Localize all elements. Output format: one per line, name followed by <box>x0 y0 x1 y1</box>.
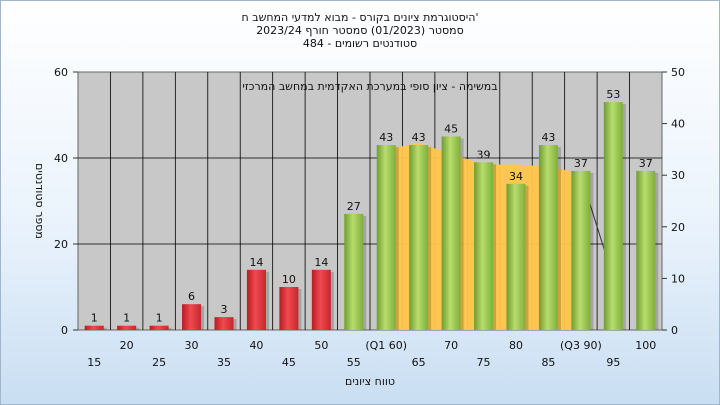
x-axis-tick-label: 70 <box>444 339 458 352</box>
y-axis-title: מספר סטודנטים <box>33 163 46 239</box>
bar <box>149 325 169 330</box>
x-axis-tick-label: 80 <box>509 339 523 352</box>
bar-value-label: 39 <box>477 148 491 161</box>
right-axis-tick-label: 40 <box>671 118 685 131</box>
bar <box>84 325 104 330</box>
x-axis-tick-label: 35 <box>217 356 231 369</box>
bar <box>344 213 364 330</box>
plot-annotation: במשימה - ציון סופי במערכת האקדמית במחשב … <box>242 80 497 93</box>
left-axis-tick-label: 60 <box>54 66 68 79</box>
bar-value-label: 37 <box>639 157 653 170</box>
right-axis-tick-label: 20 <box>671 221 685 234</box>
x-axis-tick-label: 55 <box>347 356 361 369</box>
chart-title-line-3: 484 - סטודנטים רשומים <box>302 37 418 50</box>
right-axis-tick-label: 30 <box>671 169 685 182</box>
x-axis-tick-label: 45 <box>282 356 296 369</box>
x-axis-title: טווח ציונים <box>345 375 395 388</box>
bar-value-label: 53 <box>606 88 620 101</box>
bar-value-label: 43 <box>412 131 426 144</box>
bar <box>441 136 461 330</box>
chart-title-line-2: סמסטר (01/2023) סמסטר חורף 2023/24 <box>256 24 464 37</box>
x-axis-tick-label: 50 <box>314 339 328 352</box>
bar-value-label: 43 <box>541 131 555 144</box>
left-axis-tick-label: 20 <box>54 238 68 251</box>
chart-title-line-1: היסטוגרמת ציונים בקורס - מבוא למדעי המחש… <box>241 11 479 24</box>
bar <box>182 304 202 330</box>
bar <box>538 145 558 330</box>
bar-value-label: 1 <box>156 312 163 325</box>
bar <box>603 102 623 330</box>
bar <box>117 325 137 330</box>
bar <box>214 317 234 330</box>
bar-value-label: 14 <box>314 256 328 269</box>
right-axis-tick-label: 50 <box>671 66 685 79</box>
bar <box>571 170 591 330</box>
x-axis-tick-label: (Q1 60) <box>365 339 407 352</box>
x-axis-tick-label: 85 <box>541 356 555 369</box>
bar <box>636 170 656 330</box>
bar <box>279 287 299 330</box>
x-axis-tick-label: 30 <box>185 339 199 352</box>
bar-value-label: 3 <box>221 303 228 316</box>
left-axis-tick-label: 40 <box>54 152 68 165</box>
x-axis-tick-label: (Q3 90) <box>560 339 602 352</box>
bar <box>506 183 526 330</box>
bar-value-label: 14 <box>249 256 263 269</box>
right-axis-tick-label: 10 <box>671 272 685 285</box>
x-axis-tick-label: 40 <box>249 339 263 352</box>
bar-value-label: 10 <box>282 273 296 286</box>
x-axis-tick-label: 15 <box>87 356 101 369</box>
bar <box>474 162 494 330</box>
bar-value-label: 43 <box>379 131 393 144</box>
bar-value-label: 6 <box>188 290 195 303</box>
bar <box>409 145 429 330</box>
x-axis-tick-label: 100 <box>635 339 656 352</box>
x-axis-tick-label: 75 <box>477 356 491 369</box>
x-axis-tick-label: 25 <box>152 356 166 369</box>
bar <box>311 269 331 330</box>
bar-value-label: 37 <box>574 157 588 170</box>
bar <box>246 269 266 330</box>
bar-value-label: 1 <box>123 312 130 325</box>
bar-value-label: 45 <box>444 123 458 136</box>
x-axis-tick-label: 95 <box>606 356 620 369</box>
bar-value-label: 1 <box>91 312 98 325</box>
bar <box>376 145 396 330</box>
bar-value-label: 34 <box>509 170 523 183</box>
bar-value-label: 27 <box>347 200 361 213</box>
left-axis-tick-label: 0 <box>61 324 68 337</box>
x-axis-tick-label: 20 <box>120 339 134 352</box>
x-axis-tick-label: 65 <box>412 356 426 369</box>
right-axis-tick-label: 0 <box>671 324 678 337</box>
